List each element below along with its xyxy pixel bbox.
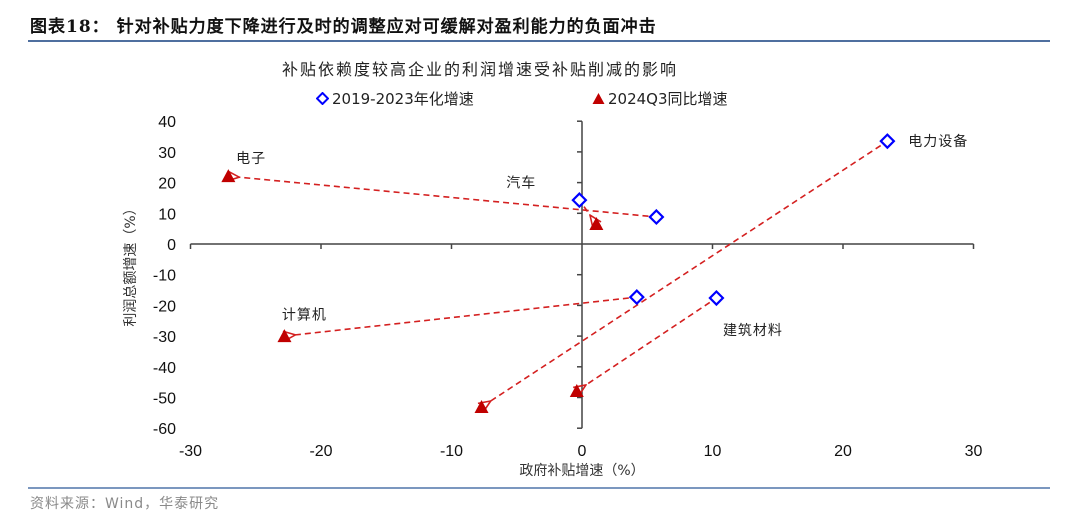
change-arrow	[583, 206, 590, 215]
y-tick-label: 20	[158, 176, 176, 193]
y-tick-label: -40	[153, 360, 176, 377]
change-arrow	[239, 177, 649, 218]
legend-item-2019-2023: 2019-2023年化增速	[316, 88, 474, 109]
point-label: 汽车	[506, 175, 536, 192]
triangle-marker-icon	[589, 217, 604, 231]
diamond-marker-icon	[708, 289, 725, 307]
y-tick-label: -10	[153, 268, 176, 285]
triangle-marker-icon	[592, 93, 605, 104]
diamond-marker-icon	[316, 92, 329, 105]
x-tick-label: 0	[578, 443, 587, 460]
y-tick-label: 10	[158, 206, 176, 223]
diamond-marker-icon	[571, 192, 588, 209]
diamond-marker-icon	[648, 208, 665, 226]
y-axis-title: 利润总额增速（%）	[123, 201, 139, 326]
point-label: 电力设备	[908, 133, 968, 150]
source-note: 资料来源：Wind，华泰研究	[30, 496, 220, 512]
legend-item-2024q3: 2024Q3同比增速	[592, 88, 728, 109]
x-tick-label: -30	[179, 443, 202, 460]
x-tick-label: -20	[309, 443, 332, 460]
diamond-marker-icon	[879, 133, 896, 150]
y-tick-label: 40	[158, 114, 176, 131]
point-label: 建筑材料	[723, 323, 783, 339]
x-tick-label: 10	[704, 443, 722, 460]
footer-divider	[28, 487, 1050, 489]
triangle-marker-icon	[221, 169, 236, 183]
x-tick-label: 30	[965, 443, 983, 460]
figure-title: 图表18： 针对补贴力度下降进行及时的调整应对可缓解对盈利能力的负面冲击	[30, 17, 657, 37]
chart-title: 补贴依赖度较高企业的利润增速受补贴削减的影响	[281, 60, 678, 79]
change-arrow	[295, 297, 629, 335]
legend-label: 2019-2023年化增速	[332, 90, 474, 108]
y-tick-label: -20	[153, 298, 176, 315]
y-tick-label: -30	[153, 329, 176, 346]
triangle-marker-icon	[569, 384, 584, 398]
point-label: 电子	[236, 151, 266, 167]
y-tick-label: 0	[167, 237, 176, 254]
x-axis-title: 政府补贴增速（%）	[519, 463, 644, 479]
diamond-marker-icon	[628, 289, 645, 306]
change-arrow	[586, 301, 711, 384]
triangle-marker-icon	[474, 400, 489, 414]
y-tick-label: -50	[153, 391, 176, 408]
y-tick-label: 30	[158, 145, 176, 162]
title-divider	[28, 40, 1050, 42]
legend-label: 2024Q3同比增速	[608, 90, 728, 108]
triangle-marker-icon	[277, 329, 292, 343]
x-tick-label: -10	[440, 443, 463, 460]
y-tick-label: -60	[153, 421, 176, 438]
point-label: 计算机	[282, 308, 327, 324]
change-arrow	[491, 144, 882, 401]
x-tick-label: 20	[834, 443, 852, 460]
